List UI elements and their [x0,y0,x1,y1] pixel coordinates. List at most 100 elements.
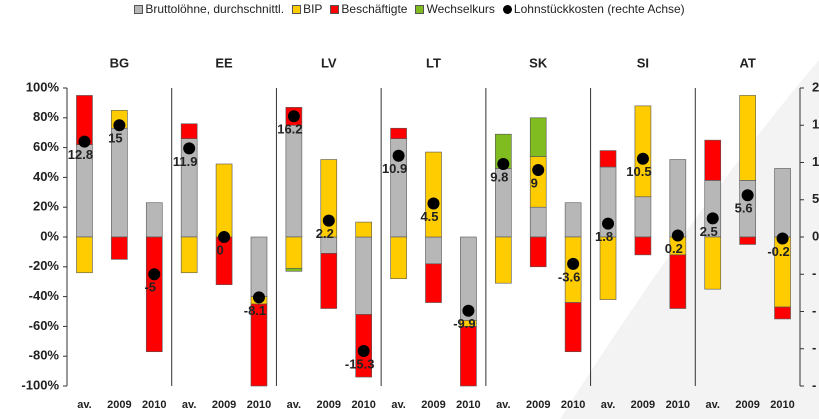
group-label: BG [110,55,130,70]
dot [183,142,196,155]
dot [706,212,719,225]
x-tick-label: 2009 [107,399,131,411]
legend-item: Beschäftigte [330,2,407,16]
dot-label: 9.8 [490,169,508,184]
legend-label: Beschäftigte [341,2,408,16]
dot [287,110,300,123]
x-tick-label: 2010 [666,399,690,411]
x-tick-label: 2010 [770,399,794,411]
dot-label: -15.3 [345,356,375,371]
dot-label: -0.2 [767,244,789,259]
legend-swatch [502,4,512,14]
bar-segment [250,303,268,387]
bar-segment [215,163,233,238]
dot [392,149,405,162]
y-tick-label: -80% [29,348,60,363]
bar-segment [425,151,442,238]
x-tick-label: av. [287,399,301,411]
y2-tick-label: 5 [812,191,819,206]
y2-tick-label: 1 [812,154,819,169]
dot [602,217,615,230]
x-tick-label: 2009 [631,399,655,411]
dot-label: 1.8 [595,229,613,244]
y-tick-label: 0% [40,228,59,243]
dot [671,229,684,242]
legend-item: Wechselkurs [415,2,495,16]
bar-segment [564,202,582,238]
dot-label: 15 [108,131,122,146]
dot-label: -5 [144,280,156,295]
x-tick-label: av. [77,399,91,411]
dot-label: 0 [216,242,223,257]
bar-segment [180,236,198,274]
dot-label: 12.8 [68,147,93,162]
bar-segment [564,302,582,353]
bar-segment [669,254,687,309]
bar-segment [111,236,128,260]
bar-segment [599,150,617,168]
bar-segment [390,236,407,280]
bar-segment [669,159,687,238]
bar-segment [634,196,652,238]
dot [113,119,126,132]
y2-tick-label: - [812,266,816,281]
bar-segment [704,139,722,181]
y2-tick-label: 1 [812,117,819,132]
x-tick-label: av. [182,399,196,411]
dot-label: 9 [531,175,538,190]
bar-segment [774,168,791,238]
dot-label: 4.5 [420,209,438,224]
dot [148,268,161,281]
group-label: SK [529,55,548,70]
bar-segment [355,236,372,315]
bar-segment [704,236,722,290]
y2-tick-label: - [812,340,816,355]
dot-label: 5.6 [735,201,753,216]
legend-item: BIP [292,2,322,16]
y-tick-label: 40% [33,169,59,184]
dot-label: -9.9 [453,316,475,331]
x-tick-label: 2009 [212,399,236,411]
bar-segment [739,95,756,181]
dot [567,257,580,270]
dot-label: 10.5 [626,164,651,179]
y2-tick-label: - [812,377,816,392]
bar-segment [76,236,93,274]
dot-label: -3.6 [558,269,580,284]
y-tick-label: -60% [29,318,60,333]
bar-segment [285,236,303,269]
bar-segment [355,221,372,238]
group-label: SI [637,55,649,70]
dot-label: 2.2 [316,226,334,241]
dot-label: 16.2 [277,122,302,137]
x-tick-label: 2010 [456,399,480,411]
dot [741,189,754,202]
y2-tick-label: - [812,303,816,318]
group-label: EE [215,55,233,70]
legend-swatch [330,4,340,14]
bar-segment [599,236,617,300]
legend-label: BIP [303,2,323,16]
dot [462,304,475,317]
x-tick-label: 2009 [421,399,445,411]
x-tick-label: 2010 [142,399,166,411]
bar-segment [495,236,512,284]
dot [78,135,91,148]
y-tick-label: -40% [29,288,60,303]
dot [636,152,649,165]
bar-segment [285,124,303,238]
legend-label: Lohnstückkosten (rechte Achse) [513,2,685,16]
bar-segment [285,267,303,272]
y-tick-label: 60% [33,139,59,154]
bar-segment [180,123,198,139]
dot-label: -8.1 [244,303,266,318]
x-tick-label: av. [705,399,719,411]
y-tick-label: -20% [29,258,60,273]
dot [427,197,440,210]
legend-item: Lohnstückkosten (rechte Achse) [502,2,685,16]
bar-segment [460,326,477,387]
legend-swatch [415,4,425,14]
bar-segment [425,236,442,265]
dot-label: 11.9 [173,154,198,169]
